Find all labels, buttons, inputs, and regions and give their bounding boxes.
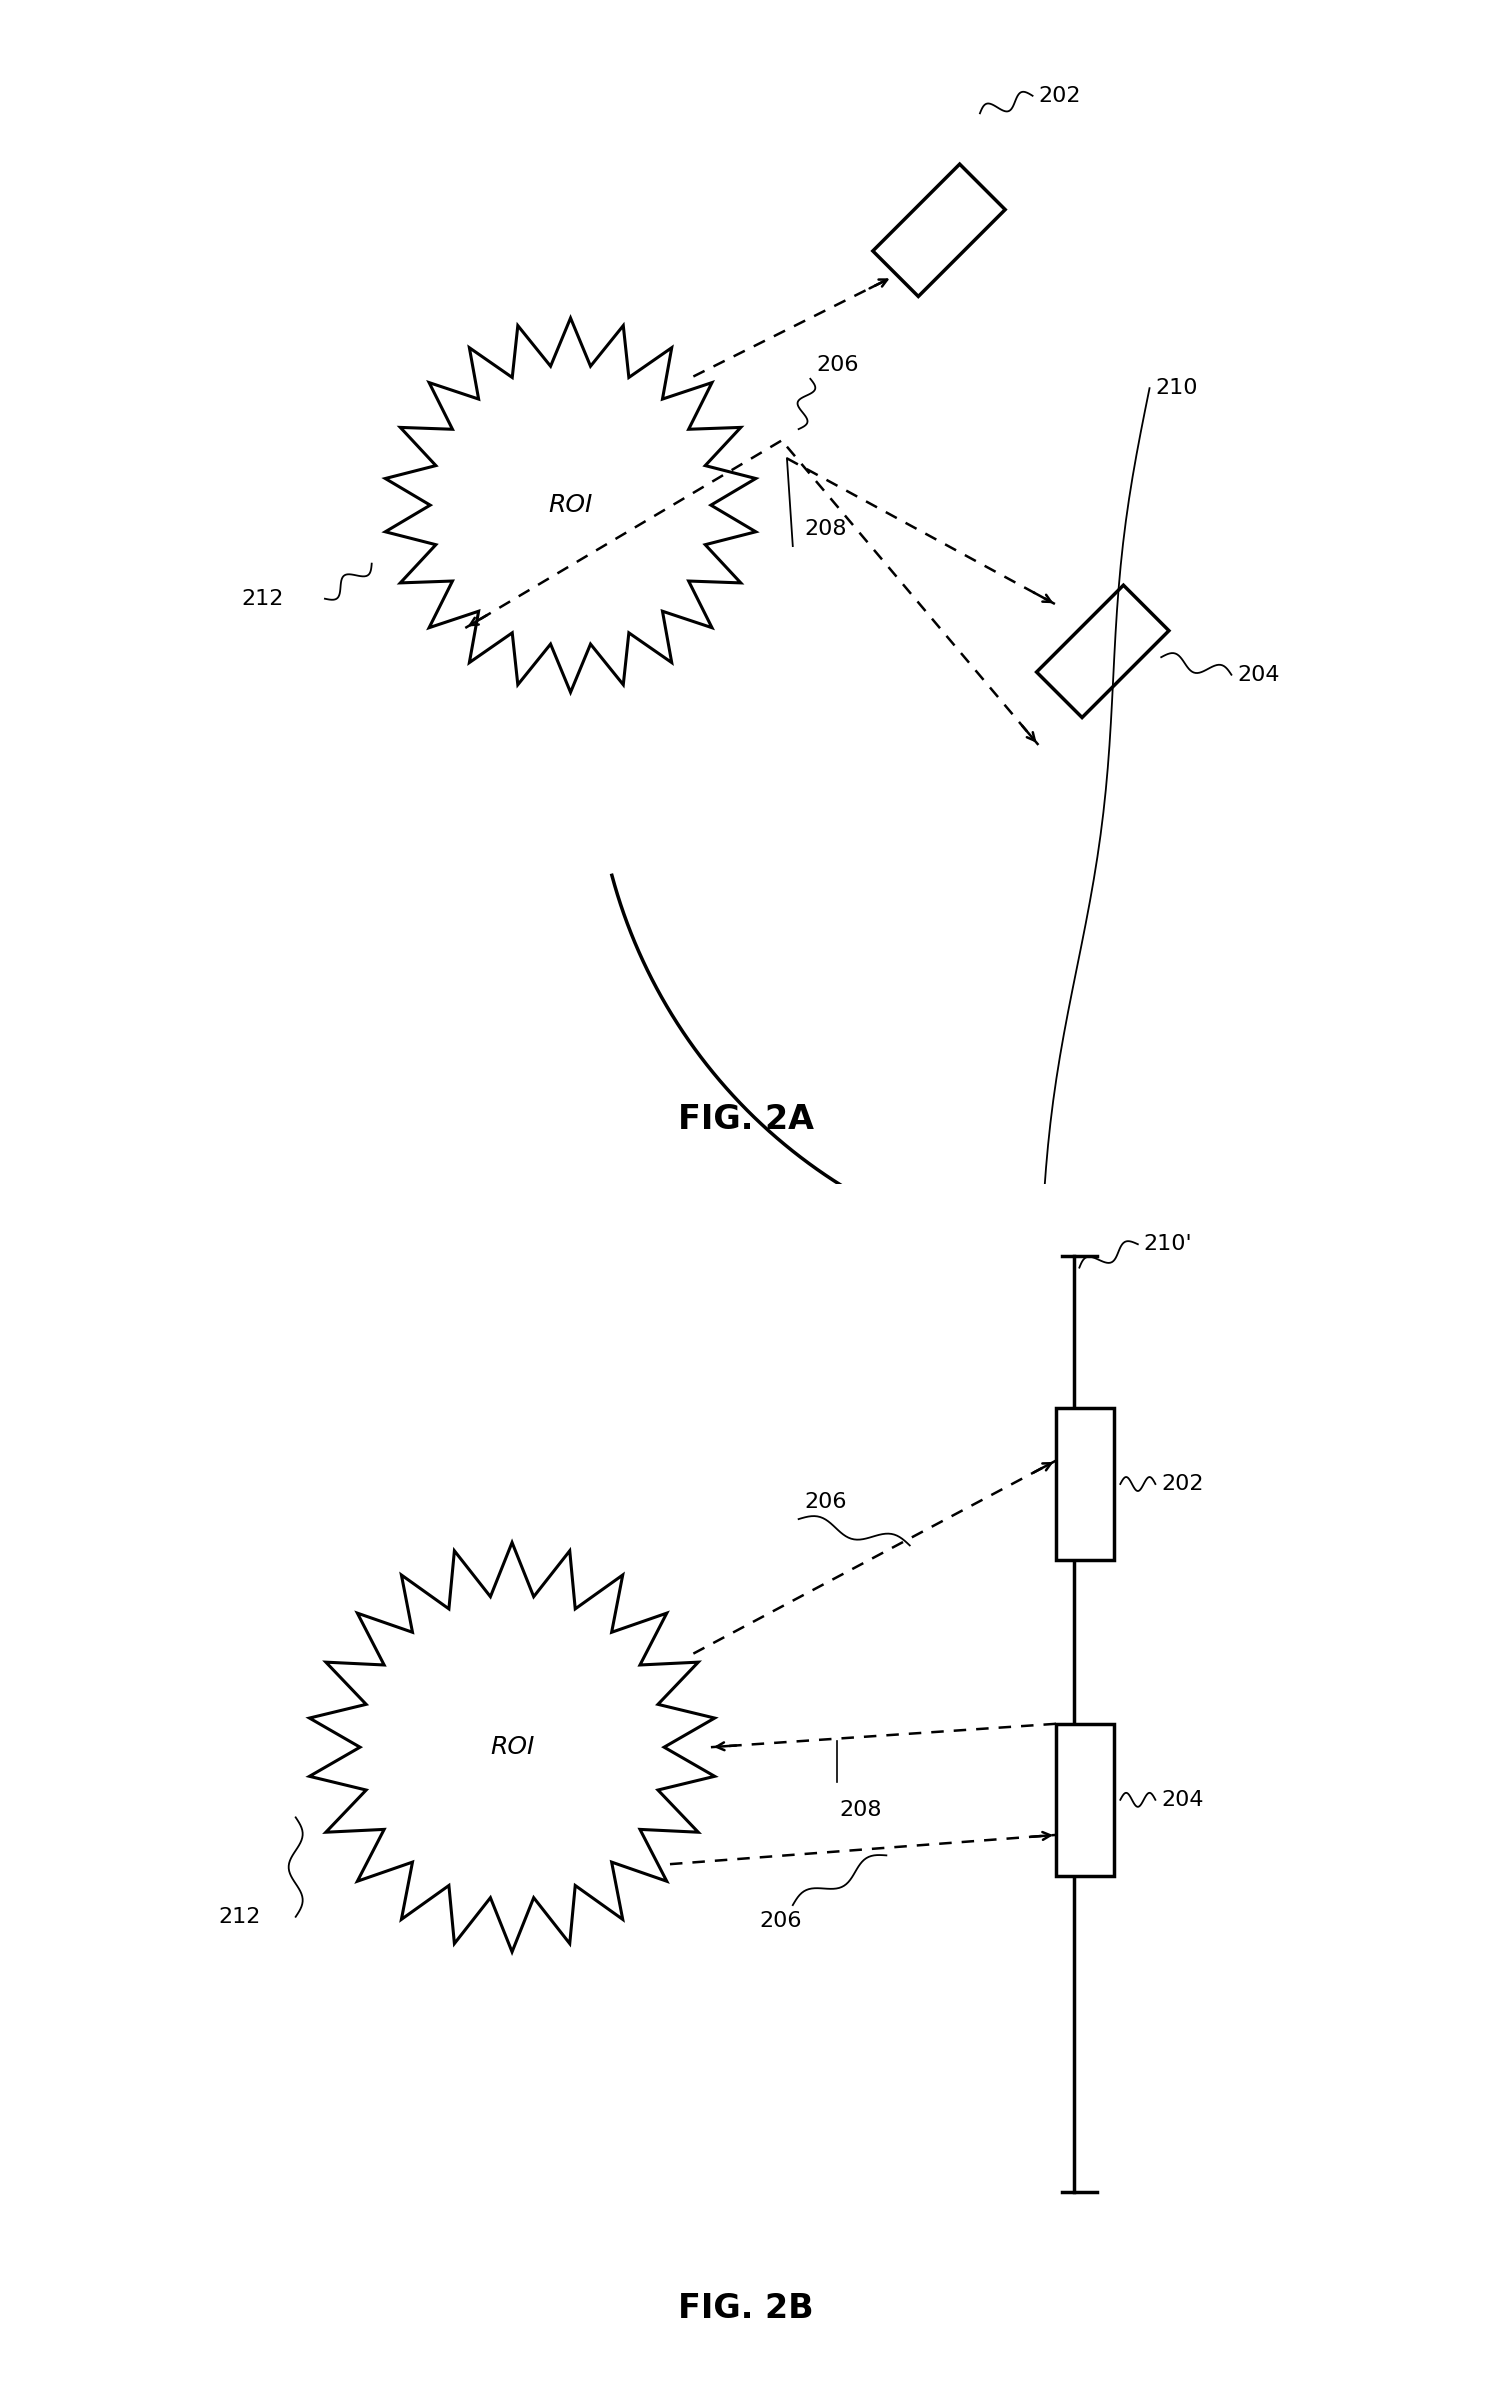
Text: 208: 208 — [840, 1800, 882, 1819]
Bar — [1056, 1724, 1115, 1876]
Text: 212: 212 — [218, 1907, 261, 1926]
Text: 206: 206 — [816, 355, 859, 374]
Text: 202: 202 — [1038, 86, 1080, 105]
Text: 204: 204 — [1161, 1791, 1204, 1810]
Text: FIG. 2A: FIG. 2A — [677, 1102, 815, 1136]
Text: 212: 212 — [242, 588, 283, 610]
Text: 204: 204 — [1237, 664, 1280, 686]
Text: ROI: ROI — [549, 493, 592, 517]
Text: 208: 208 — [804, 519, 847, 538]
Text: 206: 206 — [759, 1912, 803, 1931]
Bar — [1056, 1407, 1115, 1560]
Polygon shape — [1037, 586, 1168, 717]
Text: 210': 210' — [1144, 1233, 1192, 1255]
Text: 202: 202 — [1161, 1474, 1204, 1493]
Polygon shape — [873, 164, 1006, 298]
Text: 206: 206 — [804, 1491, 847, 1512]
Text: 210: 210 — [1155, 379, 1198, 398]
Polygon shape — [309, 1543, 715, 1952]
Text: ROI: ROI — [489, 1736, 534, 1760]
Polygon shape — [385, 319, 756, 693]
Text: FIG. 2B: FIG. 2B — [679, 2293, 813, 2326]
